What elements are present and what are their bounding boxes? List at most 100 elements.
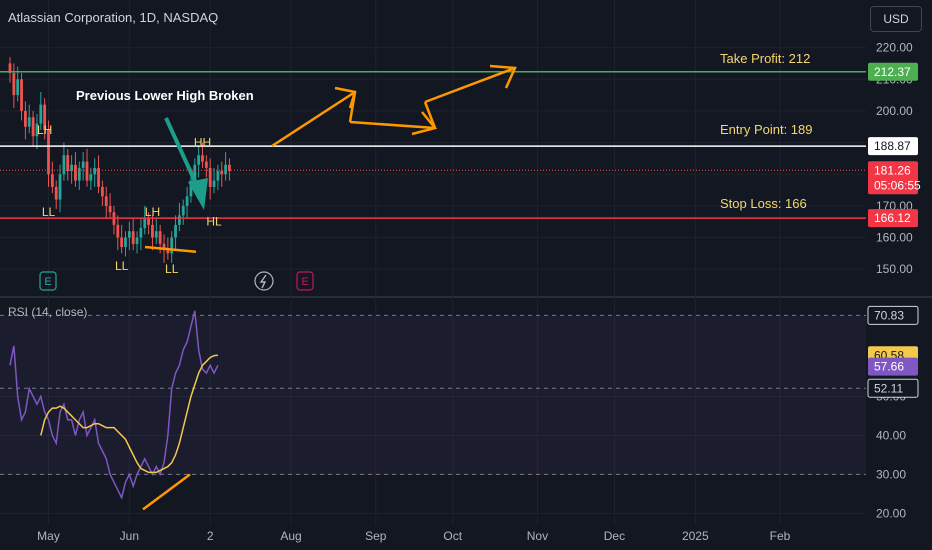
candle [178,215,181,225]
candle [89,174,93,181]
swing-label: HH [194,136,211,150]
candle [143,218,147,229]
price-label-bg [868,137,918,156]
price-label: 188.87 [868,137,918,156]
candle [170,237,174,254]
time-axis-label: Nov [527,529,548,543]
price-axis: 150.00160.00170.00180.00190.00200.00210.… [37,41,921,543]
candle [127,231,131,238]
teal-arrow-shaft [164,117,200,189]
candle [108,205,112,213]
projection-arrow [424,66,516,104]
rsi-label: 57.66 [868,357,918,376]
candle [220,171,224,175]
candle [216,171,220,181]
rsi-label: 52.11 [867,378,919,398]
rsi-tick-label: 40.00 [876,428,906,442]
price-label-text: 212.37 [874,65,911,79]
divergence-line-rsi [142,473,191,511]
time-axis-label: Dec [604,529,625,543]
price-tick-label: 150.00 [876,262,913,276]
time-axis-label: May [37,529,60,543]
candle [135,237,139,244]
candle [201,155,204,162]
price-label: 166.12 [868,209,918,228]
price-label-text: 188.87 [874,139,911,153]
swing-label: LH [145,205,160,219]
candle [120,237,124,248]
candle [85,161,89,181]
swing-label: LH [37,123,52,137]
earnings-icon-glyph: E [301,276,308,288]
earnings-icon: E [296,271,314,291]
candle [151,224,154,238]
candle [62,155,66,175]
candle [162,243,166,251]
candle [124,237,127,248]
swing-label: HL [206,215,222,229]
grid [0,0,932,525]
rsi-label-text: 70.83 [874,308,904,322]
time-axis-label: 2025 [682,529,709,543]
candle [193,164,197,181]
candle [208,167,212,187]
candle [185,196,189,206]
stop-loss-label: Stop Loss: 166 [720,196,807,211]
projection-arrow [349,120,436,130]
symbol-title: Atlassian Corporation, 1D, NASDAQ [8,10,219,25]
candle [131,231,135,244]
candle [81,161,85,168]
price-label-bg [868,62,918,81]
candle [43,104,47,130]
price-label: 05:06:55 [868,176,921,195]
candle [20,79,23,111]
rsi-tick-label: 20.00 [876,506,906,520]
time-axis-label: Sep [365,529,387,543]
rsi-label-text: 57.66 [874,360,904,374]
candle [166,250,170,254]
candle [8,63,12,73]
divergence-line-price [144,245,197,254]
candle [224,164,227,175]
projection-arrow [271,90,356,148]
candle [24,110,27,127]
rsi-tick-label: 30.00 [876,467,906,481]
projection-arrowhead [334,86,357,109]
rsi-band-fill [0,315,866,475]
rsi-label-bg [868,357,918,376]
teal-arrow-head [188,178,208,210]
price-label-bg [868,209,918,228]
earnings-icon: E [39,271,57,291]
candle [12,72,16,96]
candle [104,196,108,206]
split-icon-circle [254,271,274,291]
price-label: 212.37 [868,62,918,81]
price-label: 181.26 [868,161,918,180]
earnings-icon-glyph: E [44,276,51,288]
candle [74,164,77,181]
candle [47,129,50,175]
swing-label: LL [42,205,56,219]
candle [174,224,177,238]
candle [204,161,208,168]
projection-arrowhead [489,64,517,89]
rsi-label-text: 52.11 [874,381,903,395]
currency-button[interactable]: USD [870,6,922,32]
projection-arrowhead [411,111,438,136]
drawings: Take Profit: 212 Entry Point: 189 Stop Los… [0,51,866,511]
candle [212,180,216,187]
candle [139,228,143,238]
split-icon [254,271,274,291]
time-axis-label: Jun [120,529,139,543]
candle [154,231,158,238]
candle [228,164,231,172]
candle [77,167,81,181]
candle [116,224,120,238]
entry-point-label: Entry Point: 189 [720,122,813,137]
candle [197,155,201,165]
candle [39,104,43,124]
rsi-panel [0,310,866,500]
candle [147,218,150,225]
rsi-label-bg [867,378,919,398]
price-label-text: 05:06:55 [874,178,921,192]
